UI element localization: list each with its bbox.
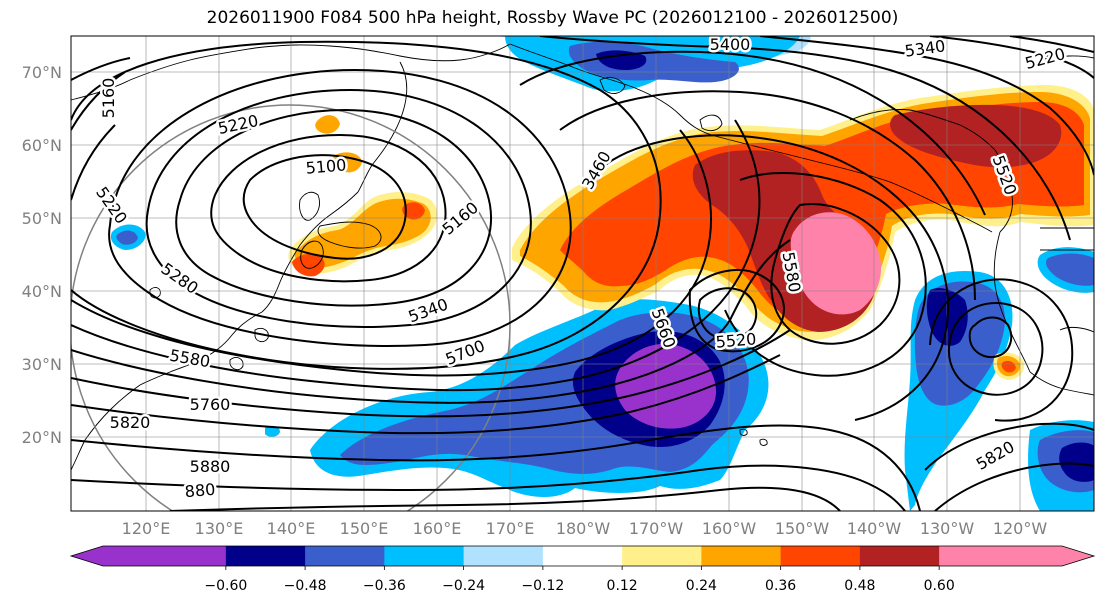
colorbar-bin <box>780 546 861 566</box>
contour-label: 5520 <box>715 329 757 351</box>
colorbar-extend-high <box>1062 546 1094 566</box>
colorbar-tick-label: 0.48 <box>844 578 875 594</box>
colorbar-bin <box>701 546 782 566</box>
lat-label: 70°N <box>22 63 62 82</box>
colorbar-tick-label: 0.36 <box>765 578 796 594</box>
contour-label-halo: 5400 <box>710 35 751 54</box>
lon-label: 120°E <box>122 519 171 538</box>
contour-label: 5100 <box>305 155 347 177</box>
contour-label-halo: 5820 <box>110 413 151 432</box>
lon-label: 170°E <box>486 519 535 538</box>
lon-label: 160°E <box>413 519 462 538</box>
latitude-labels: 70°N 60°N 50°N 40°N 30°N 20°N <box>22 63 62 447</box>
lon-label: 140°E <box>267 519 316 538</box>
reference-circle <box>71 104 511 511</box>
colorbar: −0.60 −0.48 −0.36 −0.24 −0.12 0.12 0.24 0.36 0.4… <box>69 545 1096 594</box>
colorbar-tick-label: −0.36 <box>363 578 406 594</box>
colorbar-tick-label: −0.24 <box>442 578 485 594</box>
height-contours <box>71 36 1094 511</box>
contour-label: 5820 <box>110 413 151 432</box>
lon-label: 120°W <box>993 519 1048 538</box>
contour-label: 5880 <box>190 457 231 476</box>
contour-label-halo: 5880 <box>190 457 231 476</box>
lat-label: 40°N <box>22 282 62 301</box>
colorbar-tick-label: 0.60 <box>924 578 955 594</box>
lon-label: 150°W <box>775 519 830 538</box>
colorbar-tick-label: 0.24 <box>686 578 717 594</box>
contour-label: 5760 <box>190 395 231 414</box>
map-frame <box>70 35 1095 512</box>
colorbar-bin <box>225 546 306 566</box>
lon-label: 170°W <box>629 519 684 538</box>
colorbar-bin <box>939 546 1063 566</box>
lon-label: 180°W <box>556 519 611 538</box>
colorbar-bin <box>103 546 227 566</box>
lon-label: 160°W <box>702 519 757 538</box>
colorbar-bin <box>305 546 385 566</box>
graticule <box>71 36 1094 511</box>
lat-label: 30°N <box>22 355 62 374</box>
positive-anomaly-shading <box>288 84 1094 380</box>
colorbar-extend-low <box>71 546 103 566</box>
contour-label: 880 <box>184 480 216 502</box>
lat-label: 50°N <box>22 209 62 228</box>
colorbar-bin <box>622 546 702 566</box>
contour-label: 5160 <box>99 78 118 119</box>
lat-label: 60°N <box>22 136 62 155</box>
colorbar-bin <box>463 546 544 566</box>
colorbar-tick-label: −0.48 <box>284 578 327 594</box>
contour-label: 5400 <box>710 35 751 54</box>
contour-label-halo: 5160 <box>99 78 118 119</box>
lon-label: 150°E <box>340 519 389 538</box>
colorbar-bin <box>859 546 940 566</box>
lat-label: 20°N <box>22 428 62 447</box>
colorbar-outline <box>69 545 1096 567</box>
lon-label: 130°E <box>195 519 244 538</box>
colorbar-tick-label: −0.12 <box>521 578 564 594</box>
lon-label: 140°W <box>847 519 902 538</box>
colorbar-bin <box>384 546 465 566</box>
contour-label-halo: 5760 <box>190 395 231 414</box>
colorbar-tick-label: 0.12 <box>607 578 638 594</box>
map-title: 2026011900 F084 500 hPa height, Rossby W… <box>206 8 899 28</box>
colorbar-bin <box>542 546 623 566</box>
colorbar-tick-label: −0.60 <box>204 578 247 594</box>
lon-label: 130°W <box>920 519 975 538</box>
longitude-labels: 120°E 130°E 140°E 150°E 160°E 170°E 180°W 170°W… <box>122 519 1048 538</box>
